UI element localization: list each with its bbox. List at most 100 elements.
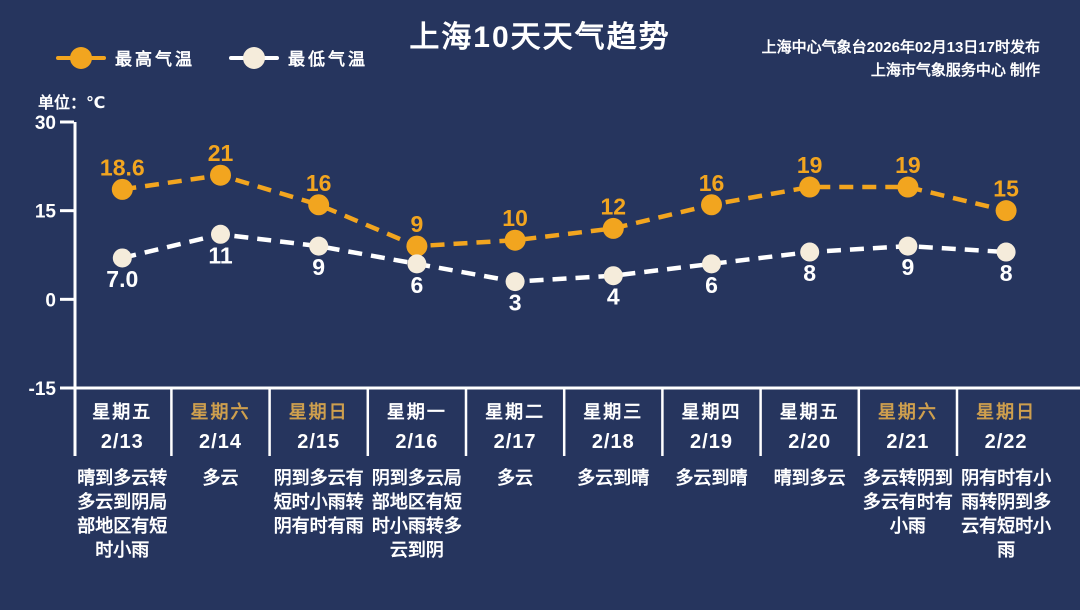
- low-temp-point: [800, 242, 820, 262]
- day-column: 星期日 2/22 阴有时有小雨转阴到多云有短时小雨: [957, 398, 1055, 562]
- weather-description: 阴有时有小雨转阴到多云有短时小雨: [961, 468, 1052, 560]
- day-column: 星期六 2/21 多云转阴到多云有时有小雨: [859, 398, 957, 538]
- legend-label-high-temp: 最高气温: [115, 50, 195, 69]
- weather-description: 多云: [497, 468, 534, 488]
- high-temp-value-label: 10: [502, 205, 528, 231]
- weekday-label: 星期四: [681, 402, 742, 422]
- low-temp-value-label: 6: [705, 272, 718, 298]
- date-label: 2/17: [493, 431, 537, 453]
- low-temp-value-label: 3: [509, 290, 522, 316]
- low-temp-value-label: 6: [411, 272, 424, 298]
- page-title: 上海10天天气趋势: [409, 21, 671, 54]
- day-column: 星期二 2/17 多云: [466, 398, 564, 490]
- low-temp-value-label: 9: [312, 254, 325, 280]
- chart-legend: 最高气温 最低气温: [56, 45, 368, 70]
- high-temp-point: [897, 176, 919, 198]
- date-label: 2/22: [984, 431, 1028, 453]
- weekday-label: 星期五: [779, 402, 840, 422]
- high-temp-point: [602, 217, 624, 239]
- low-temp-point: [898, 236, 918, 256]
- y-axis-tick-label: 30: [35, 113, 56, 134]
- low-temp-point: [309, 236, 329, 256]
- weather-description: 阴到多云局部地区有短时小雨转多云到阴: [371, 468, 462, 560]
- date-label: 2/20: [788, 431, 832, 453]
- high-temp-point: [406, 235, 428, 257]
- date-label: 2/14: [199, 431, 242, 453]
- weather-description: 多云转阴到多云有时有小雨: [862, 468, 953, 536]
- high-temp-point: [995, 200, 1017, 222]
- low-temp-value-label: 7.0: [106, 266, 138, 292]
- legend-item-high-temp: 最高气温: [56, 45, 195, 70]
- high-temp-point: [799, 176, 821, 198]
- weekday-label: 星期三: [583, 402, 644, 422]
- date-label: 2/21: [886, 431, 930, 453]
- date-label: 2/16: [395, 431, 439, 453]
- low-temp-line-icon: [229, 46, 279, 69]
- day-column: 星期五 2/13 晴到多云转多云到阴局部地区有短时小雨: [73, 398, 171, 562]
- weekday-label: 星期五: [92, 402, 153, 422]
- weekday-label: 星期二: [485, 402, 546, 422]
- day-column: 星期三 2/18 多云到晴: [564, 398, 662, 490]
- low-temp-point: [603, 266, 623, 286]
- high-temp-value-label: 9: [411, 211, 424, 237]
- high-temp-value-label: 12: [601, 193, 627, 219]
- weekday-label: 星期六: [190, 402, 251, 422]
- low-temp-line: [121, 232, 1007, 284]
- publisher-info: 上海中心气象台2026年02月13日17时发布 上海市气象服务中心 制作: [762, 36, 1040, 82]
- low-temp-point: [505, 272, 525, 292]
- low-temp-value-label: 9: [902, 254, 915, 280]
- day-columns: 星期五 2/13 晴到多云转多云到阴局部地区有短时小雨 星期六 2/14 多云 星期日 2/1…: [0, 398, 1080, 610]
- high-temp-point: [210, 164, 231, 186]
- high-temp-value-label: 19: [797, 152, 823, 178]
- y-axis-tick-label: 0: [45, 290, 56, 311]
- y-axis-tick-label: 15: [35, 202, 57, 223]
- date-label: 2/19: [690, 431, 733, 453]
- weekday-label: 星期日: [288, 402, 349, 422]
- high-temp-point: [504, 229, 526, 251]
- date-label: 2/13: [100, 431, 144, 453]
- publisher-line-2: 上海市气象服务中心 制作: [870, 62, 1040, 79]
- legend-label-low-temp: 最低气温: [288, 50, 368, 69]
- low-temp-point: [407, 254, 427, 274]
- low-temp-point: [112, 248, 132, 268]
- weather-description: 多云到晴: [675, 468, 748, 488]
- low-temp-value-label: 8: [1000, 260, 1013, 286]
- high-temp-value-label: 19: [895, 152, 921, 178]
- high-temp-line-icon: [56, 46, 106, 69]
- weather-description: 多云到晴: [577, 468, 650, 488]
- day-column: 星期日 2/15 阴到多云有短时小雨转阴有时有雨: [270, 398, 368, 538]
- weather-description: 晴到多云: [773, 468, 846, 488]
- high-temp-point: [701, 194, 722, 216]
- high-temp-line: [121, 172, 1007, 249]
- high-temp-value-label: 15: [993, 176, 1019, 202]
- weather-description: 多云: [202, 468, 239, 488]
- low-temp-value-label: 8: [803, 260, 816, 286]
- weather-description: 阴到多云有短时小雨转阴有时有雨: [273, 468, 364, 536]
- weekday-label: 星期一: [386, 402, 447, 422]
- legend-item-low-temp: 最低气温: [229, 45, 368, 70]
- high-temp-value-label: 18.6: [100, 154, 145, 180]
- weather-description: 晴到多云转多云到阴局部地区有短时小雨: [77, 468, 168, 560]
- high-temp-point: [308, 194, 330, 216]
- day-column: 星期四 2/19 多云到晴: [662, 398, 760, 490]
- day-column: 星期一 2/16 阴到多云局部地区有短时小雨转多云到阴: [368, 398, 466, 562]
- day-column: 星期六 2/14 多云: [171, 398, 269, 490]
- high-temp-value-label: 16: [699, 170, 725, 196]
- date-label: 2/15: [297, 431, 341, 453]
- weekday-label: 星期日: [976, 402, 1037, 422]
- high-temp-value-label: 16: [306, 170, 332, 196]
- publisher-line-1: 上海中心气象台2026年02月13日17时发布: [761, 39, 1040, 56]
- low-temp-point: [211, 224, 230, 244]
- low-temp-point: [996, 242, 1016, 262]
- low-temp-value-label: 11: [208, 242, 233, 268]
- low-temp-point: [702, 254, 721, 274]
- day-column: 星期五 2/20 晴到多云: [761, 398, 859, 490]
- y-axis-tick-label: -15: [29, 379, 57, 400]
- high-temp-point: [111, 178, 133, 200]
- y-axis-unit-label: 单位：℃: [38, 95, 106, 112]
- high-temp-value-label: 21: [208, 140, 234, 166]
- date-label: 2/18: [591, 431, 635, 453]
- weekday-label: 星期六: [877, 402, 938, 422]
